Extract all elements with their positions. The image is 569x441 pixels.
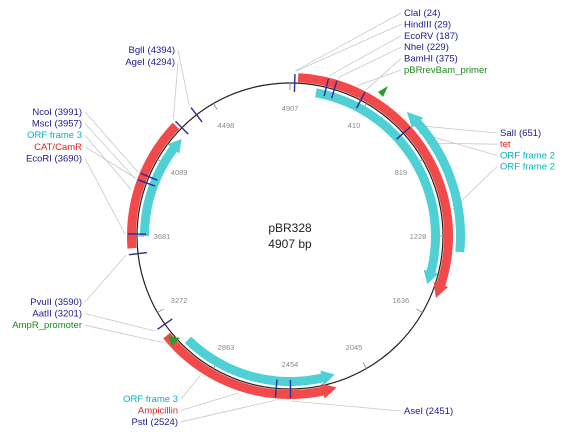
ampr-promoter-arrow: [168, 336, 180, 346]
leader-line: [84, 134, 132, 191]
restriction-site-mark: [396, 126, 411, 140]
cat-camr-gene-arc: [127, 122, 180, 249]
feature-label-primer: AmpR_promoter: [12, 320, 82, 331]
leader-line: [180, 374, 202, 400]
tick-mark: [213, 103, 218, 110]
feature-label-enzyme: BamHI (375): [404, 54, 458, 65]
leader-line: [365, 58, 402, 90]
feature-labels: ClaI (24)HindIII (29)EcoRV (187)NheI (22…: [12, 8, 555, 428]
feature-label-enzyme: ClaI (24): [404, 8, 440, 19]
leader-line: [84, 146, 136, 179]
restriction-site-mark: [128, 251, 148, 256]
tick-label: 4907: [282, 104, 299, 113]
feature-label-enzyme: EcoRI (3690): [26, 153, 82, 164]
leader-line: [290, 400, 402, 412]
orf-frame-3-amp-arc: [184, 336, 335, 386]
tick-label: 3272: [171, 296, 188, 305]
tick-mark: [362, 362, 367, 369]
feature-label-enzyme: BglI (4394): [129, 45, 175, 56]
leader-line: [337, 46, 402, 79]
leader-line: [328, 35, 402, 77]
leader-line: [84, 254, 127, 303]
leader-line: [357, 69, 402, 86]
leader-line: [84, 324, 165, 344]
tick-label: 4498: [218, 121, 235, 130]
restriction-site-mark: [157, 318, 173, 330]
feature-label-enzyme: EcoRV (187): [404, 31, 458, 42]
leader-line: [295, 24, 402, 72]
tick-label: 410: [348, 121, 361, 130]
leader-line: [180, 392, 239, 411]
leader-line: [180, 399, 276, 423]
tick-label: 1228: [410, 232, 427, 241]
leader-line: [172, 61, 179, 120]
feature-label-orf: ORF frame 3: [27, 130, 82, 141]
feature-label-orf: ORF frame 2: [500, 162, 555, 173]
tick-label: 2045: [346, 343, 363, 352]
feature-label-enzyme: MscI (3957): [32, 119, 82, 130]
restriction-site-mark: [175, 120, 189, 135]
leader-line: [177, 49, 190, 106]
orf-frame-2-arc-outer: [406, 111, 465, 253]
plasmid-length: 4907 bp: [268, 237, 312, 251]
label-leader-lines: [84, 12, 498, 423]
pbrrevbam-primer-arrow: [378, 86, 388, 97]
feature-label-enzyme: AgeI (4294): [125, 57, 175, 68]
leader-line: [84, 313, 156, 332]
feature-label-enzyme: SalI (651): [500, 128, 541, 139]
plasmid-name: pBR328: [268, 221, 312, 235]
restriction-site-mark: [293, 74, 296, 93]
feature-label-orf: ORF frame 3: [123, 394, 178, 405]
restriction-site-mark: [330, 80, 338, 99]
ampicillin-gene-arc: [163, 332, 337, 399]
feature-label-gene: tet: [500, 139, 511, 150]
restriction-site-marks: [128, 74, 411, 399]
leader-line: [294, 12, 402, 72]
feature-label-enzyme: AatII (3201): [32, 309, 82, 320]
tick-label: 2863: [218, 343, 235, 352]
tick-label: 4089: [171, 168, 188, 177]
restriction-site-mark: [323, 78, 330, 97]
leader-line: [84, 158, 126, 235]
restriction-site-mark: [137, 179, 156, 187]
feature-label-enzyme: PvuII (3590): [30, 297, 82, 308]
tick-mark: [157, 308, 164, 313]
tick-label: 2454: [282, 360, 299, 369]
feature-label-enzyme: HindIII (29): [404, 19, 451, 30]
restriction-site-mark: [190, 107, 203, 123]
feature-label-primer: pBRrevBam_primer: [404, 65, 487, 76]
feature-label-enzyme: NheI (229): [404, 42, 449, 53]
feature-label-gene: CAT/CamR: [34, 142, 82, 153]
feature-label-enzyme: NcoI (3991): [32, 107, 82, 118]
leader-line: [84, 123, 136, 180]
tick-label: 1636: [393, 296, 410, 305]
tick-label: 819: [395, 168, 408, 177]
feature-label-enzyme: PstI (2524): [132, 417, 178, 428]
tick-label: 3681: [154, 232, 171, 241]
restriction-site-mark: [355, 91, 366, 109]
leader-line: [84, 111, 139, 173]
feature-label-orf: ORF frame 2: [500, 150, 555, 161]
orf-frame-3-cat-arc: [140, 139, 182, 237]
feature-arcs: [127, 73, 465, 399]
restriction-site-mark: [140, 172, 158, 181]
feature-label-gene: Ampicillin: [138, 405, 178, 416]
tick-mark: [416, 308, 423, 313]
feature-label-enzyme: AseI (2451): [404, 406, 453, 417]
restriction-site-mark: [274, 379, 278, 398]
